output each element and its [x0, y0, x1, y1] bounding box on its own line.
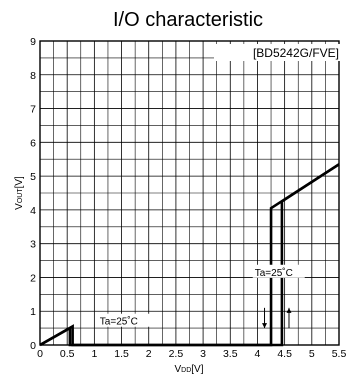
- y-axis-label-main: V: [14, 203, 25, 210]
- annotation-label: Ta=25˚C: [100, 316, 138, 328]
- x-tick-label: 2: [146, 348, 152, 360]
- y-tick-label: 8: [30, 70, 36, 82]
- y-axis-label-sub: OUT: [17, 188, 24, 204]
- series-line: [39, 163, 340, 347]
- annotation-background: [97, 313, 150, 327]
- annotation-background: [252, 264, 305, 278]
- up-arrow-icon: [286, 307, 292, 313]
- y-tick-label: 4: [30, 205, 36, 217]
- x-axis-label: VDD[V]: [174, 364, 203, 375]
- y-tick-label: 6: [30, 137, 36, 149]
- y-tick-label: 1: [30, 306, 36, 318]
- x-tick-label: 0.5: [60, 348, 75, 360]
- y-tick-label: 9: [30, 36, 36, 48]
- chart-title: I/O characteristic: [113, 9, 263, 31]
- x-tick-label: 5.5: [332, 348, 347, 360]
- y-tick-label: 0: [30, 340, 36, 352]
- y-tick-label: 5: [30, 171, 36, 183]
- x-tick-label: 3: [200, 348, 206, 360]
- legend-label: [BD5242G/FVE]: [253, 46, 339, 60]
- x-tick-label: 1.5: [114, 348, 129, 360]
- annotation-layer: Ta=25˚C Ta=25˚C: [97, 264, 305, 329]
- legend-background: [214, 44, 342, 61]
- down-arrow-icon: [262, 323, 268, 329]
- x-tick-label: 2.5: [169, 348, 184, 360]
- tick-label-layer: 0 0.5 1 1.5 2 2.5 3 3.5 4 4.5 5 5.5 0 1 2 3 4 5 6 7 8 9: [30, 36, 346, 360]
- y-tick-label: 3: [30, 239, 36, 251]
- annotation-label: Ta=25˚C: [255, 267, 293, 279]
- grid-layer: [39, 40, 340, 346]
- x-tick-label: 4: [255, 348, 261, 360]
- x-tick-label: 1: [91, 348, 97, 360]
- y-tick-label: 7: [30, 104, 36, 116]
- y-axis-label: VOUT[V]: [14, 176, 25, 210]
- x-axis-label-main: V: [174, 364, 181, 375]
- x-axis-label-sub: DD: [181, 367, 191, 374]
- x-tick-label: 3.5: [223, 348, 238, 360]
- x-tick-label: 5: [309, 348, 315, 360]
- x-axis-label-unit: [V]: [191, 364, 203, 375]
- x-tick-label: 4.5: [277, 348, 292, 360]
- x-tick-label: 0: [37, 348, 43, 360]
- data-layer: [39, 163, 340, 347]
- y-tick-label: 2: [30, 272, 36, 284]
- y-axis-label-unit: [V]: [14, 176, 25, 188]
